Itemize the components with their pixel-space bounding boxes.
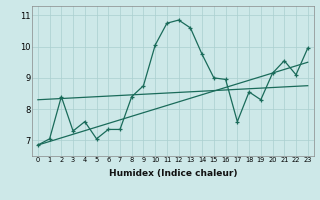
X-axis label: Humidex (Indice chaleur): Humidex (Indice chaleur) [108, 169, 237, 178]
